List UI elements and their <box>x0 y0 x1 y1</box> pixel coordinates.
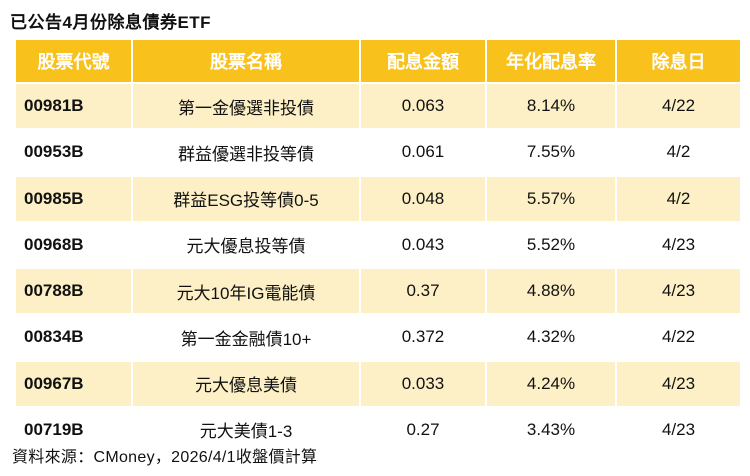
cell-amount: 0.372 <box>360 313 487 361</box>
cell-name: 元大優息投等債 <box>132 220 361 268</box>
table-row: 00985B 群益ESG投等債0-5 0.048 5.57% 4/2 <box>16 174 740 222</box>
cell-yield: 5.52% <box>486 220 617 268</box>
cell-code: 00985B <box>16 174 133 222</box>
cell-amount: 0.063 <box>360 81 487 130</box>
cell-code: 00968B <box>16 220 133 268</box>
cell-yield: 7.55% <box>486 128 617 176</box>
cell-yield: 4.32% <box>486 313 617 361</box>
cell-amount: 0.27 <box>360 405 487 452</box>
cell-yield: 4.88% <box>486 266 617 315</box>
table-row: 00953B 群益優選非投等債 0.061 7.55% 4/2 <box>16 128 740 176</box>
cell-code: 00981B <box>16 81 133 130</box>
cell-code: 00719B <box>16 405 133 452</box>
cell-name: 元大10年IG電能債 <box>132 266 361 315</box>
cell-date: 4/22 <box>616 313 740 361</box>
cell-code: 00967B <box>16 359 133 407</box>
header-name: 股票名稱 <box>132 40 361 83</box>
cell-name: 第一金優選非投債 <box>132 81 361 130</box>
table-row: 00968B 元大優息投等債 0.043 5.52% 4/23 <box>16 220 740 268</box>
cell-date: 4/23 <box>616 266 740 315</box>
cell-name: 元大美債1-3 <box>132 405 361 452</box>
cell-date: 4/23 <box>616 220 740 268</box>
cell-yield: 5.57% <box>486 174 617 222</box>
cell-yield: 4.24% <box>486 359 617 407</box>
page-title: 已公告4月份除息債券ETF <box>10 13 212 32</box>
cell-amount: 0.048 <box>360 174 487 222</box>
cell-amount: 0.061 <box>360 128 487 176</box>
cell-code: 00953B <box>16 128 133 176</box>
cell-date: 4/22 <box>616 81 740 130</box>
cell-amount: 0.37 <box>360 266 487 315</box>
table-row: 00967B 元大優息美債 0.033 4.24% 4/23 <box>16 359 740 407</box>
cell-yield: 3.43% <box>486 405 617 452</box>
header-amount: 配息金額 <box>360 40 487 83</box>
cell-name: 元大優息美債 <box>132 359 361 407</box>
cell-amount: 0.043 <box>360 220 487 268</box>
cell-date: 4/23 <box>616 359 740 407</box>
cell-date: 4/2 <box>616 174 740 222</box>
cell-name: 群益優選非投等債 <box>132 128 361 176</box>
table-row: 00719B 元大美債1-3 0.27 3.43% 4/23 <box>16 405 740 452</box>
cell-code: 00788B <box>16 266 133 315</box>
cell-name: 群益ESG投等債0-5 <box>132 174 361 222</box>
cell-name: 第一金金融債10+ <box>132 313 361 361</box>
cell-date: 4/2 <box>616 128 740 176</box>
table-row: 00981B 第一金優選非投債 0.063 8.14% 4/22 <box>16 81 740 130</box>
cell-amount: 0.033 <box>360 359 487 407</box>
table-row: 00834B 第一金金融債10+ 0.372 4.32% 4/22 <box>16 313 740 361</box>
etf-dividend-table: 股票代號 股票名稱 配息金額 年化配息率 除息日 00981B 第一金優選非投債… <box>16 40 740 452</box>
header-date: 除息日 <box>616 40 740 83</box>
header-code: 股票代號 <box>16 40 133 83</box>
header-yield: 年化配息率 <box>486 40 617 83</box>
table-header-row: 股票代號 股票名稱 配息金額 年化配息率 除息日 <box>16 40 740 83</box>
cell-code: 00834B <box>16 313 133 361</box>
cell-yield: 8.14% <box>486 81 617 130</box>
data-source-note: 資料來源：CMoney，2026/4/1收盤價計算 <box>12 449 318 466</box>
table-row: 00788B 元大10年IG電能債 0.37 4.88% 4/23 <box>16 266 740 315</box>
cell-date: 4/23 <box>616 405 740 452</box>
